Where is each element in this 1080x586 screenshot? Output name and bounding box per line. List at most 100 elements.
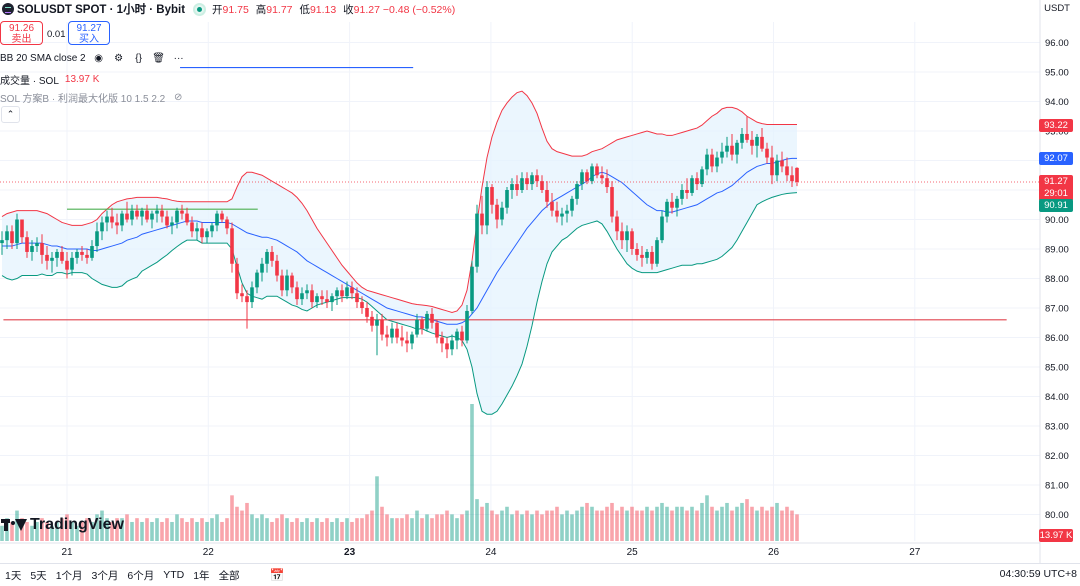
volume-legend[interactable]: 成交量 · SOL 13.97 K xyxy=(0,72,99,87)
volume-bar xyxy=(555,506,559,541)
volume-bar xyxy=(260,514,264,541)
utc-clock[interactable]: 04:30:59 UTC+8 xyxy=(999,568,1077,580)
calendar-goto-icon[interactable]: 📅 xyxy=(269,568,285,582)
candle-body xyxy=(505,190,509,208)
candle-body xyxy=(200,228,204,238)
candle-body xyxy=(490,187,494,205)
volume-bar xyxy=(255,518,259,541)
volume-bar xyxy=(385,514,389,541)
candle-body xyxy=(725,145,729,152)
range-1d[interactable]: 1天 xyxy=(5,569,22,582)
candle-body xyxy=(775,160,779,176)
candle-body xyxy=(275,260,279,276)
price-tick-label: 88.00 xyxy=(1045,274,1069,285)
volume-bar xyxy=(475,499,479,541)
logo-text: TradingView xyxy=(30,516,124,533)
volume-bar xyxy=(210,518,214,541)
volume-bar xyxy=(100,510,104,541)
volume-bar xyxy=(340,521,344,541)
volume-bar xyxy=(40,518,44,541)
range-6m[interactable]: 6个月 xyxy=(127,569,155,582)
volume-bar xyxy=(35,521,39,541)
bb-indicator-legend[interactable]: BB 20 SMA close 2 ◉ ⚙ {} 🗑 ··· xyxy=(0,53,186,64)
range-all[interactable]: 全部 xyxy=(218,569,240,582)
candle-body xyxy=(760,136,764,149)
volume-bar xyxy=(480,506,484,541)
range-1y[interactable]: 1年 xyxy=(193,569,210,582)
eye-icon[interactable]: ◉ xyxy=(94,53,103,64)
candle-body xyxy=(580,172,584,185)
volume-bar xyxy=(10,521,14,541)
symbol-title[interactable]: SOLUSDT SPOT · 1小时 · Bybit xyxy=(17,4,186,16)
bb-upper-line xyxy=(1,90,797,313)
candle-body xyxy=(610,187,614,217)
candle-body xyxy=(70,257,74,270)
code-braces-icon[interactable]: {} xyxy=(135,53,142,64)
candle-body xyxy=(460,331,464,341)
volume-bar xyxy=(365,514,369,541)
candle-body xyxy=(660,216,664,241)
volume-bar xyxy=(415,510,419,541)
volume-bar xyxy=(350,521,354,541)
volume-bar xyxy=(495,514,499,541)
sell-button[interactable]: 91.26 卖出 xyxy=(0,21,43,45)
sol-coin-icon xyxy=(2,3,14,15)
volume-bar xyxy=(405,514,409,541)
time-tick-label: 21 xyxy=(61,547,73,558)
range-3m[interactable]: 3个月 xyxy=(91,569,119,582)
volume-bar xyxy=(790,510,794,541)
candle-body xyxy=(125,213,129,220)
volume-bar xyxy=(560,514,564,541)
candle-body xyxy=(500,207,504,220)
volume-bar xyxy=(430,518,434,541)
candle-body xyxy=(435,322,439,338)
candle-body xyxy=(555,210,559,217)
candle-body xyxy=(485,187,489,226)
volume-bar xyxy=(540,514,544,541)
volume-bar xyxy=(460,514,464,541)
candle-body xyxy=(420,319,424,329)
candle-body xyxy=(565,210,569,214)
volume-bar xyxy=(70,521,74,541)
volume-bar xyxy=(625,510,629,541)
candlestick-chart[interactable]: 96.0095.0094.0093.0092.0091.0090.0089.00… xyxy=(0,0,1080,563)
candle-body xyxy=(45,254,49,261)
collapse-legend-button[interactable]: ⌃ xyxy=(1,106,20,123)
candle-body xyxy=(215,213,219,226)
range-5d[interactable]: 5天 xyxy=(30,569,47,582)
strategy-legend[interactable]: SOL 方案B · 利润最大化版 10 1.5 2.2 ⊘ xyxy=(0,90,185,105)
range-1m[interactable]: 1个月 xyxy=(55,569,83,582)
candle-body xyxy=(175,210,179,223)
eye-hidden-icon[interactable]: ⊘ xyxy=(174,92,183,103)
volume-bar xyxy=(140,521,144,541)
candle-body xyxy=(25,237,29,252)
buy-button[interactable]: 91.27 买入 xyxy=(68,21,110,45)
candle-body xyxy=(130,210,134,220)
volume-bar xyxy=(575,510,579,541)
range-ytd[interactable]: YTD xyxy=(163,569,185,581)
candle-body xyxy=(410,334,414,344)
volume-bar xyxy=(195,521,199,541)
volume-bar xyxy=(60,518,64,541)
gear-icon[interactable]: ⚙ xyxy=(114,53,124,64)
tradingview-logo[interactable]: TradingView xyxy=(1,516,124,534)
candle-body xyxy=(10,231,14,244)
volume-bar xyxy=(435,514,439,541)
candle-body xyxy=(105,216,109,223)
currency-label[interactable]: USDT xyxy=(1044,3,1070,14)
candle-body xyxy=(465,310,469,341)
high-label: 高 xyxy=(255,3,267,16)
low-label: 低 xyxy=(299,3,310,16)
volume-bar xyxy=(530,514,534,541)
trash-icon[interactable]: 🗑 xyxy=(152,53,165,64)
volume-bar xyxy=(635,510,639,541)
more-icon[interactable]: ··· xyxy=(173,53,184,64)
candle-body xyxy=(510,184,514,190)
volume-bar xyxy=(320,521,324,541)
volume-bar xyxy=(160,521,164,541)
candle-body xyxy=(560,213,564,217)
volume-label: 成交量 · SOL xyxy=(0,76,59,87)
volume-bar xyxy=(590,506,594,541)
candle-body xyxy=(550,201,554,211)
volume-bar xyxy=(225,518,229,541)
